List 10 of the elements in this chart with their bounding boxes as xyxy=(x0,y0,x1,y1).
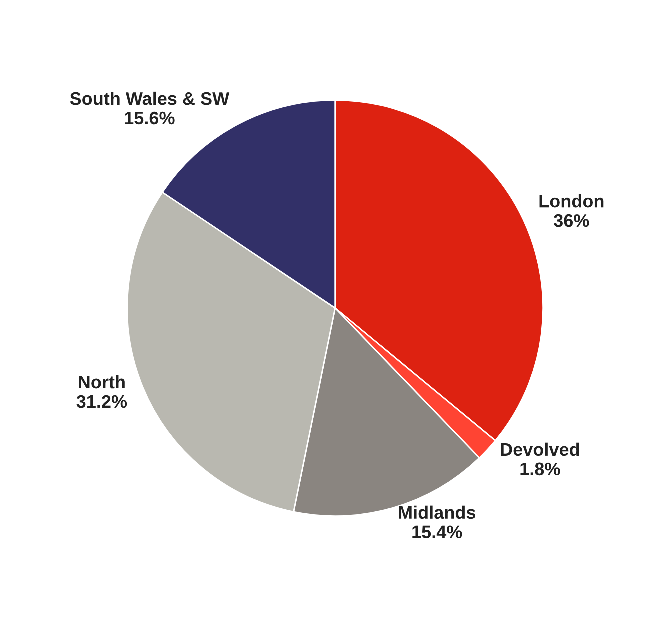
slice-label: London xyxy=(540,194,604,208)
data-label: 36% xyxy=(554,214,590,228)
slice-label: Midlands xyxy=(399,506,476,520)
data-label: 15.4% xyxy=(412,526,462,539)
data-label: 15.6% xyxy=(125,112,175,125)
data-label: 1.8% xyxy=(520,462,560,476)
slice-label: Devolved xyxy=(501,442,580,456)
slice-label: South Wales & SW xyxy=(70,92,230,106)
slice-label: North xyxy=(79,375,125,389)
data-label: 31.2% xyxy=(76,395,128,408)
